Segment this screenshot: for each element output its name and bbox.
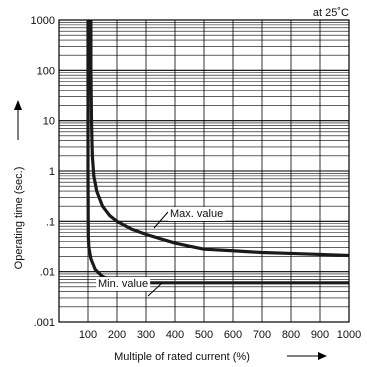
y-tick-label: 10 bbox=[43, 116, 55, 128]
tick-labels: 100 200 300 400 500 600 700 800 900 1000 .001 .01 .1… bbox=[31, 15, 362, 341]
x-axis-label: Multiple of rated current (%) bbox=[114, 351, 250, 363]
min-value-label-bg bbox=[96, 277, 151, 291]
x-tick-label: 900 bbox=[311, 329, 329, 341]
series-line-min-value bbox=[86, 20, 349, 285]
x-tick-label: 200 bbox=[108, 329, 126, 341]
y-tick-label: .01 bbox=[40, 267, 55, 279]
x-tick-label: 400 bbox=[166, 329, 184, 341]
x-tick-label: 800 bbox=[282, 329, 300, 341]
plot-frame bbox=[58, 19, 350, 323]
series-layer bbox=[86, 20, 350, 285]
x-tick-label: 100 bbox=[79, 329, 97, 341]
y-axis-label: Operating time (sec.) bbox=[13, 167, 25, 270]
x-tick-label: 700 bbox=[253, 329, 271, 341]
x-tick-label: 500 bbox=[195, 329, 213, 341]
y-tick-label: 100 bbox=[37, 65, 55, 77]
max-value-leader bbox=[153, 211, 169, 229]
y-tick-label: .001 bbox=[34, 317, 55, 329]
y-tick-label: .1 bbox=[46, 216, 55, 228]
y-axis-arrow bbox=[14, 100, 22, 140]
min-value-label: Min. value bbox=[98, 278, 148, 290]
y-tick-label: 1000 bbox=[31, 15, 55, 27]
annotations: Max. value Min. value bbox=[96, 207, 226, 297]
min-value-leader bbox=[147, 282, 163, 297]
x-tick-label: 1000 bbox=[337, 329, 361, 341]
x-tick-label: 600 bbox=[224, 329, 242, 341]
x-axis-arrow bbox=[287, 352, 327, 360]
y-tick-label: 1 bbox=[49, 166, 55, 178]
x-arrow-head bbox=[318, 352, 327, 360]
max-value-label-bg bbox=[168, 207, 226, 221]
y-arrow-head bbox=[14, 100, 22, 110]
max-value-label: Max. value bbox=[170, 208, 223, 220]
series-line-max-value bbox=[89, 20, 350, 258]
x-tick-label: 300 bbox=[137, 329, 155, 341]
temperature-note: at 25˚C bbox=[313, 7, 349, 19]
